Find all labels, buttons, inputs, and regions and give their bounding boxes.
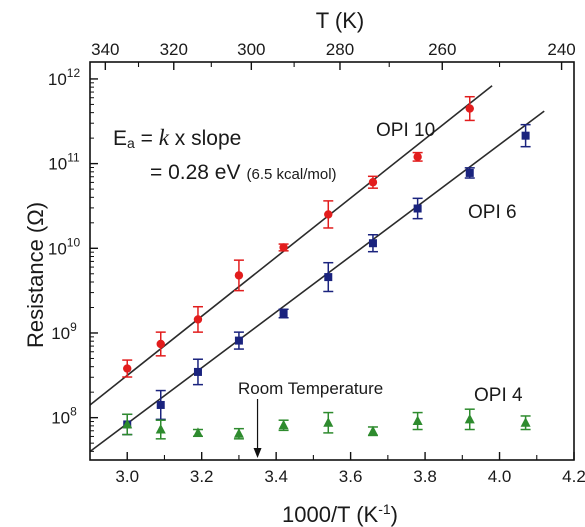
top-tick-label: 240 [547,40,575,59]
point-opi4 [233,427,244,440]
marker-circle [156,339,165,349]
bottom-axis-ticks: 3.0 3.2 3.4 3.6 3.8 4.0 4.2 [115,452,585,486]
point-opi4 [192,427,203,438]
point-opi10 [367,175,378,189]
marker-square [368,239,377,248]
point-opi10 [323,200,334,229]
y-tick-label: 1010 [48,235,81,258]
fit-line-opi10 [89,85,493,406]
room-temperature-arrowhead [253,448,262,458]
point-opi6 [464,167,475,179]
point-opi4 [155,419,166,440]
top-tick-label: 320 [160,40,188,59]
point-opi10 [122,359,133,378]
point-opi4 [278,419,289,432]
point-opi6 [233,331,244,350]
left-axis-ticks: 108 109 1010 1011 1012 [48,66,98,452]
marker-triangle [278,419,289,430]
x-tick-label: 3.8 [413,467,437,486]
marker-triangle [192,427,203,437]
series-label-opi4: OPI 4 [474,385,523,406]
marker-triangle [233,428,244,438]
data-points [122,95,531,440]
marker-triangle [122,418,133,429]
point-opi4 [412,411,423,431]
marker-triangle [367,425,378,436]
x-tick-label: 3.0 [115,467,139,486]
y-tick-label: 108 [51,405,77,428]
top-tick-label: 260 [428,40,456,59]
marker-circle [324,210,333,219]
point-opi10 [278,243,289,252]
point-opi10 [233,259,244,292]
marker-square [156,400,165,409]
marker-square [324,273,333,282]
x-tick-label: 4.0 [488,467,512,486]
marker-triangle [412,415,423,426]
point-opi4 [122,413,133,436]
marker-circle [413,152,422,162]
top-axis-label: T (K) [316,8,364,33]
point-opi6 [323,261,334,293]
marker-square [193,367,202,376]
marker-circle [193,315,203,324]
x-axis-label: 1000/T (K-1) [282,501,398,527]
activation-energy-label: Ea = k x slope [113,125,241,151]
marker-triangle [323,417,334,427]
room-temperature-label: Room Temperature [238,379,383,398]
activation-energy-value: = 0.28 eV (6.5 kcal/mol) [150,161,337,184]
point-opi6 [192,358,203,386]
top-tick-label: 340 [91,40,119,59]
top-axis-ticks: 340 320 300 280 260 240 [91,40,576,70]
marker-square [521,131,530,140]
marker-circle [123,364,132,373]
marker-square [465,168,474,177]
point-opi10 [464,95,475,122]
marker-triangle [155,424,166,434]
marker-triangle [464,413,475,424]
point-opi4 [367,425,378,437]
marker-square [279,309,288,318]
y-axis-label: Resistance (Ω) [23,202,48,348]
marker-square [413,204,422,213]
y-tick-label: 109 [51,320,77,343]
top-tick-label: 280 [326,40,354,59]
point-opi10 [192,305,203,333]
x-tick-label: 3.2 [190,467,214,486]
marker-circle [368,178,378,187]
marker-triangle [520,417,531,427]
marker-square [234,336,243,345]
point-opi4 [464,408,475,431]
marker-circle [465,104,474,113]
top-tick-label: 300 [237,40,265,59]
x-tick-label: 3.6 [339,467,363,486]
x-tick-label: 3.4 [264,467,288,486]
series-label-opi6: OPI 6 [468,202,517,223]
y-tick-label: 1012 [48,66,81,89]
point-opi10 [412,151,423,162]
point-opi6 [367,233,378,253]
point-opi4 [323,411,334,434]
point-opi6 [520,123,531,148]
point-opi4 [520,415,531,431]
series-label-opi10: OPI 10 [376,120,435,141]
x-tick-label: 4.2 [562,467,585,486]
point-opi6 [155,389,166,421]
marker-circle [234,271,244,280]
point-opi6 [412,197,423,220]
y-tick-label: 1011 [48,151,80,174]
point-opi10 [155,331,166,357]
marker-circle [279,243,288,252]
point-opi6 [278,308,289,319]
